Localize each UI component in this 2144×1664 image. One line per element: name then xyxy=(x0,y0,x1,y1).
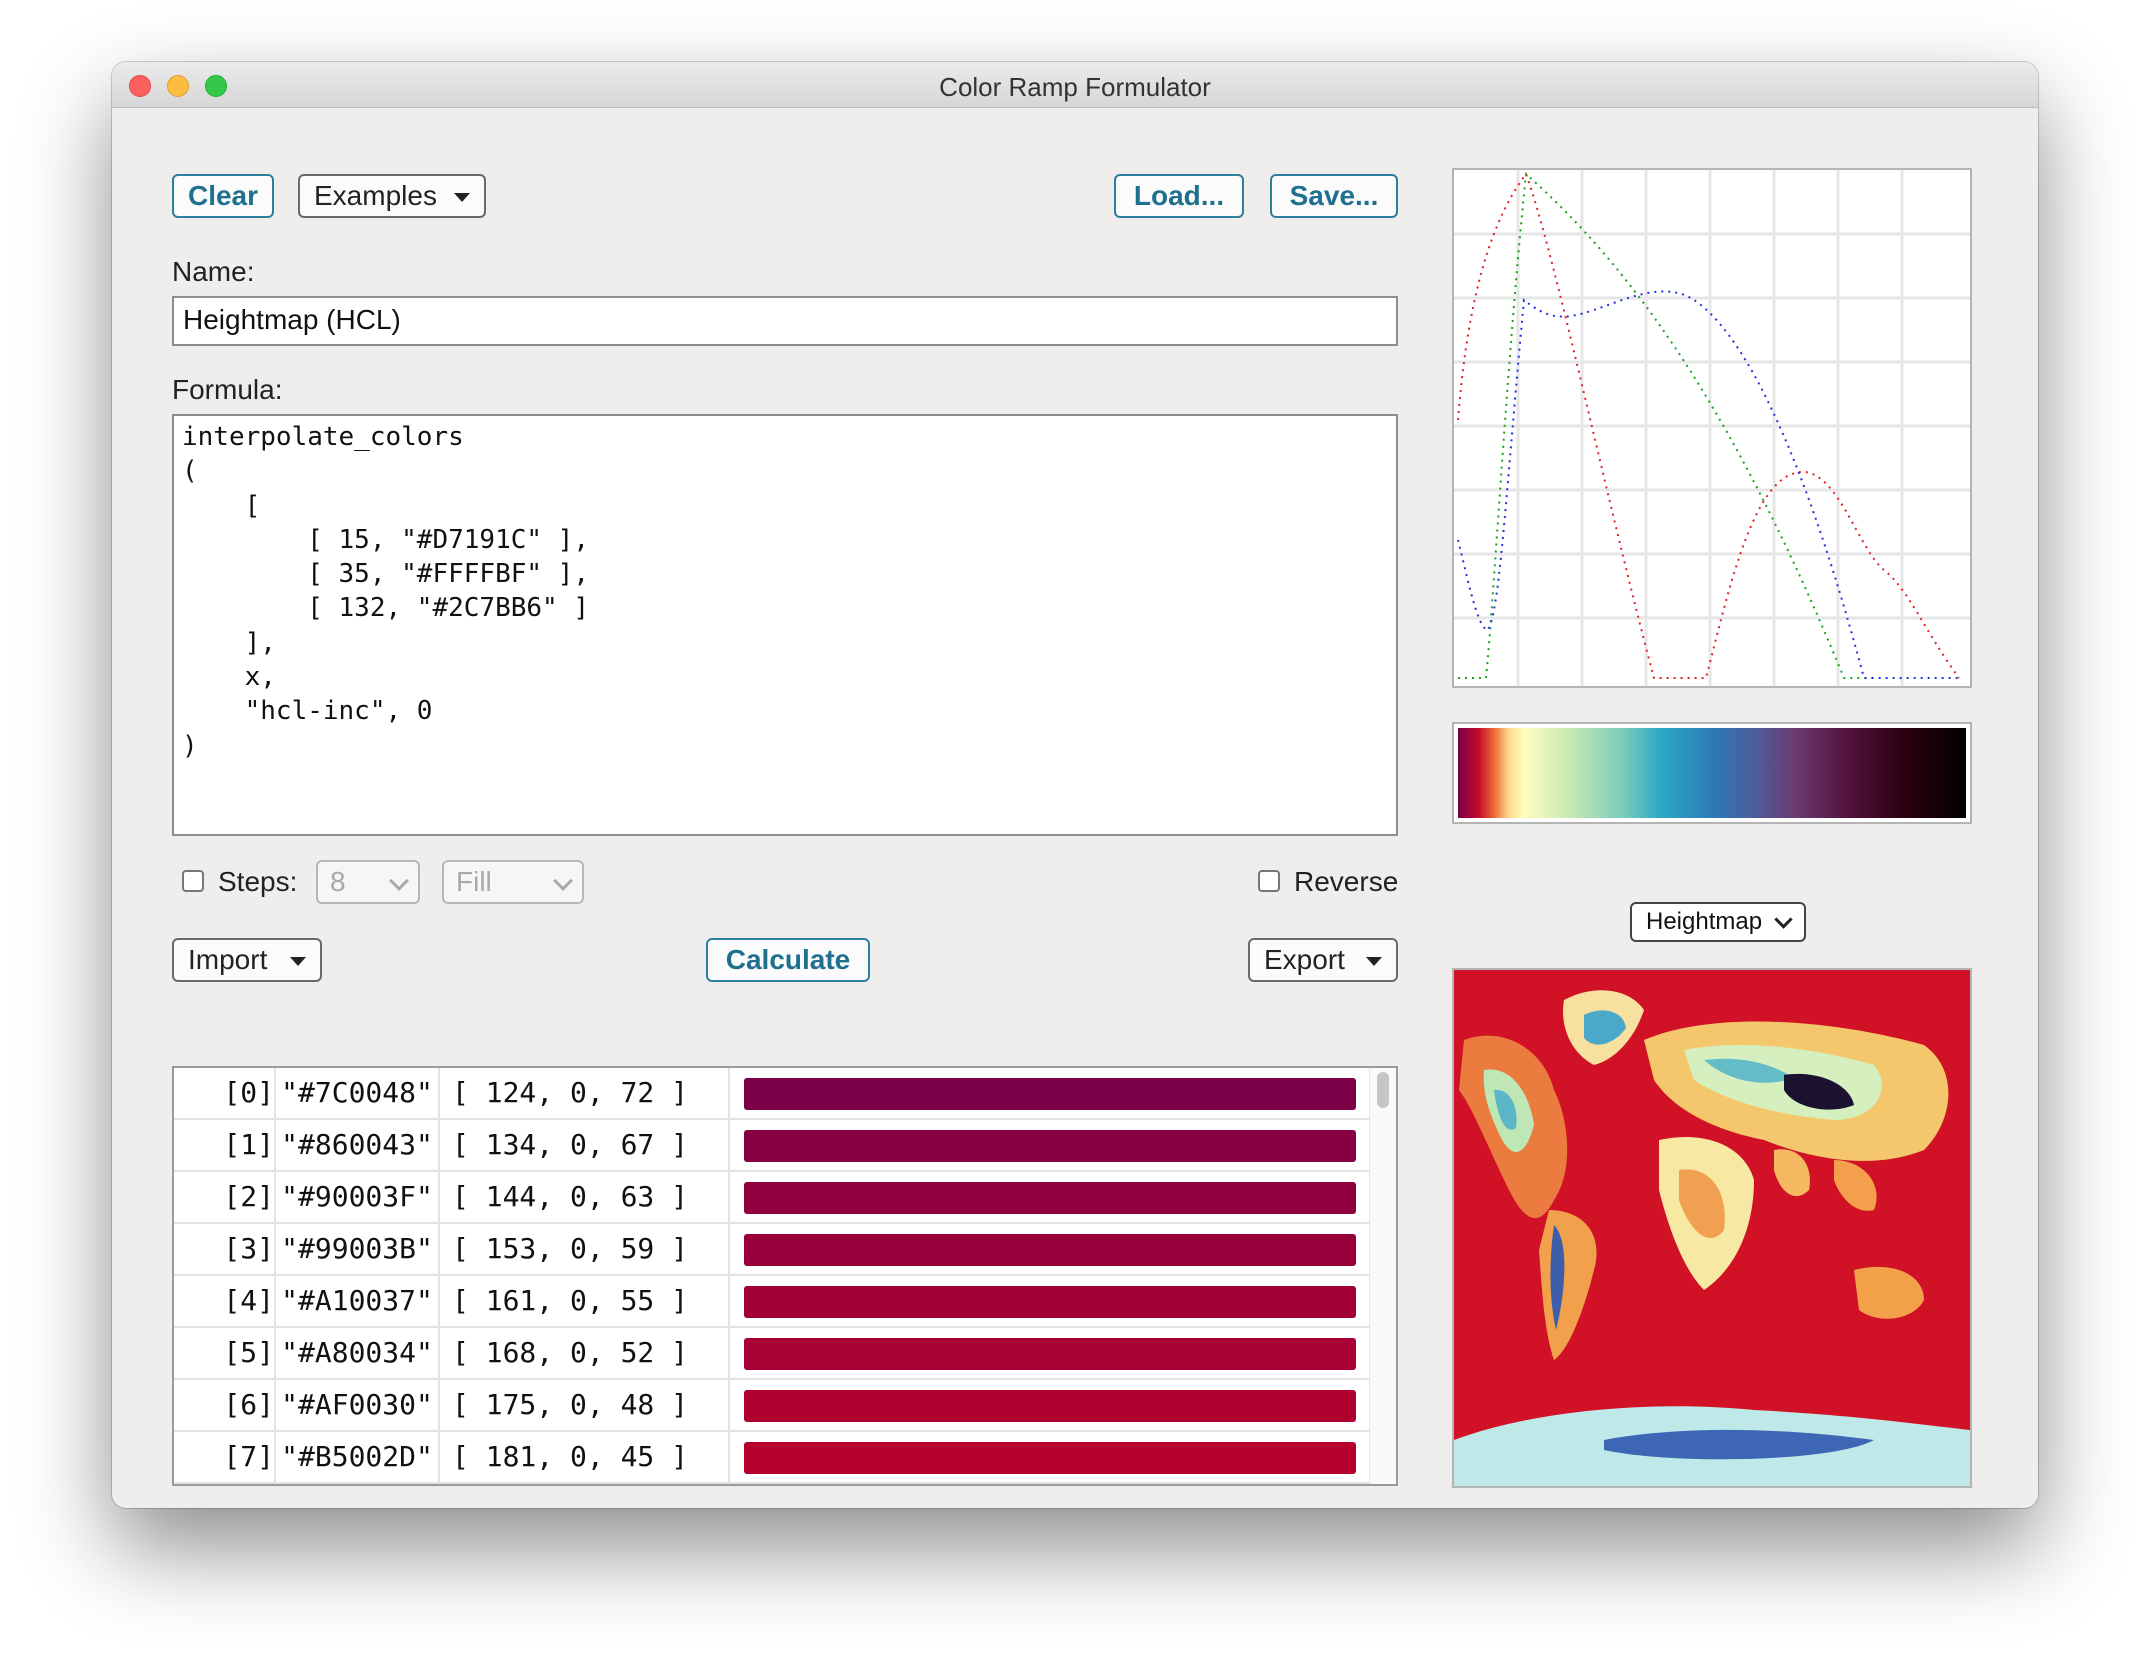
row-rgb: [ 168, 0, 52 ] xyxy=(440,1328,730,1378)
row-index: [7] xyxy=(223,1440,274,1473)
table-row: [7] "#B5002D" [ 181, 0, 45 ] xyxy=(174,1432,1370,1484)
table-row: [1] "#860043" [ 134, 0, 67 ] xyxy=(174,1120,1370,1172)
row-index: [0] xyxy=(223,1076,274,1109)
color-swatch xyxy=(744,1078,1356,1110)
color-swatch xyxy=(744,1130,1356,1162)
row-index: [2] xyxy=(223,1180,274,1213)
name-label: Name: xyxy=(172,256,255,287)
row-rgb: [ 175, 0, 48 ] xyxy=(440,1380,730,1430)
reverse-checkbox[interactable] xyxy=(1258,870,1280,892)
color-swatch xyxy=(744,1286,1356,1318)
save-button[interactable]: Save... xyxy=(1270,174,1398,218)
chevron-down-icon xyxy=(1774,910,1793,929)
color-swatch xyxy=(744,1338,1356,1370)
scrollbar-thumb[interactable] xyxy=(1377,1072,1389,1108)
color-swatch xyxy=(744,1442,1356,1474)
channel-graph-svg xyxy=(1454,170,1970,686)
row-hex: "#90003F" xyxy=(274,1172,440,1222)
row-hex: "#AF0030" xyxy=(274,1380,440,1430)
row-rgb: [ 144, 0, 63 ] xyxy=(440,1172,730,1222)
examples-dropdown[interactable]: Examples xyxy=(298,174,486,218)
row-index: [3] xyxy=(223,1232,274,1265)
clear-button[interactable]: Clear xyxy=(172,174,274,218)
table-row: [6] "#AF0030" [ 175, 0, 48 ] xyxy=(174,1380,1370,1432)
chevron-down-icon xyxy=(553,871,573,891)
row-hex: "#99003B" xyxy=(274,1224,440,1274)
channel-graph xyxy=(1452,168,1972,688)
reverse-label: Reverse xyxy=(1294,866,1399,897)
steps-value: 8 xyxy=(330,866,346,897)
graph-grid xyxy=(1454,170,1970,686)
app-window: Color Ramp Formulator Clear Examples Loa… xyxy=(112,62,2038,1508)
row-hex: "#860043" xyxy=(274,1120,440,1170)
row-hex: "#A80034" xyxy=(274,1328,440,1378)
examples-label: Examples xyxy=(314,180,437,211)
preview-image-select[interactable]: Heightmap xyxy=(1630,902,1806,942)
name-input[interactable]: Heightmap (HCL) xyxy=(172,296,1398,346)
table-row: [5] "#A80034" [ 168, 0, 52 ] xyxy=(174,1328,1370,1380)
table-scrollbar[interactable] xyxy=(1369,1068,1396,1484)
table-row: [4] "#A10037" [ 161, 0, 55 ] xyxy=(174,1276,1370,1328)
color-swatch xyxy=(744,1234,1356,1266)
color-ramp-preview xyxy=(1452,722,1972,824)
window-title: Color Ramp Formulator xyxy=(939,72,1211,102)
formula-label: Formula: xyxy=(172,374,283,405)
color-swatch xyxy=(744,1390,1356,1422)
load-button[interactable]: Load... xyxy=(1114,174,1244,218)
import-label: Import xyxy=(188,944,268,975)
heightmap-preview xyxy=(1452,968,1972,1488)
blue-channel-curve xyxy=(1457,290,1962,679)
continents xyxy=(1454,990,1970,1486)
caret-down-icon xyxy=(290,957,306,966)
close-window-button[interactable] xyxy=(129,75,151,97)
zoom-window-button[interactable] xyxy=(205,75,227,97)
steps-select[interactable]: 8 xyxy=(316,860,420,904)
title-bar: Color Ramp Formulator xyxy=(112,62,2038,108)
caret-down-icon xyxy=(454,193,470,202)
color-swatch xyxy=(744,1182,1356,1214)
main-content: Clear Examples Load... Save... Name: Hei… xyxy=(112,108,2038,1508)
row-hex: "#7C0048" xyxy=(274,1068,440,1118)
row-index: [1] xyxy=(223,1128,274,1161)
color-table[interactable]: [0] "#7C0048" [ 124, 0, 72 ] [1] "#86004… xyxy=(172,1066,1398,1486)
chevron-down-icon xyxy=(389,871,409,891)
steps-checkbox[interactable] xyxy=(182,870,204,892)
row-hex: "#B5002D" xyxy=(274,1432,440,1482)
minimize-window-button[interactable] xyxy=(167,75,189,97)
formula-editor[interactable]: interpolate_colors ( [ [ 15, "#D7191C" ]… xyxy=(172,414,1398,836)
export-label: Export xyxy=(1264,944,1345,975)
row-rgb: [ 134, 0, 67 ] xyxy=(440,1120,730,1170)
row-index: [6] xyxy=(223,1388,274,1421)
row-hex: "#A10037" xyxy=(274,1276,440,1326)
fill-select[interactable]: Fill xyxy=(442,860,584,904)
row-index: [5] xyxy=(223,1336,274,1369)
heightmap-svg xyxy=(1454,970,1970,1486)
row-rgb: [ 161, 0, 55 ] xyxy=(440,1276,730,1326)
steps-label: Steps: xyxy=(218,866,298,897)
gradient-swatch xyxy=(1458,728,1966,818)
calculate-button[interactable]: Calculate xyxy=(706,938,870,982)
green-channel-curve xyxy=(1458,171,1874,679)
row-index: [4] xyxy=(223,1284,274,1317)
table-row: [2] "#90003F" [ 144, 0, 63 ] xyxy=(174,1172,1370,1224)
fill-value: Fill xyxy=(456,866,492,897)
caret-down-icon xyxy=(1366,957,1382,966)
row-rgb: [ 124, 0, 72 ] xyxy=(440,1068,730,1118)
export-dropdown[interactable]: Export xyxy=(1248,938,1398,982)
row-rgb: [ 181, 0, 45 ] xyxy=(440,1432,730,1482)
table-row: [3] "#99003B" [ 153, 0, 59 ] xyxy=(174,1224,1370,1276)
table-row: [0] "#7C0048" [ 124, 0, 72 ] xyxy=(174,1068,1370,1120)
row-rgb: [ 153, 0, 59 ] xyxy=(440,1224,730,1274)
import-dropdown[interactable]: Import xyxy=(172,938,322,982)
preview-image-value: Heightmap xyxy=(1646,908,1763,935)
